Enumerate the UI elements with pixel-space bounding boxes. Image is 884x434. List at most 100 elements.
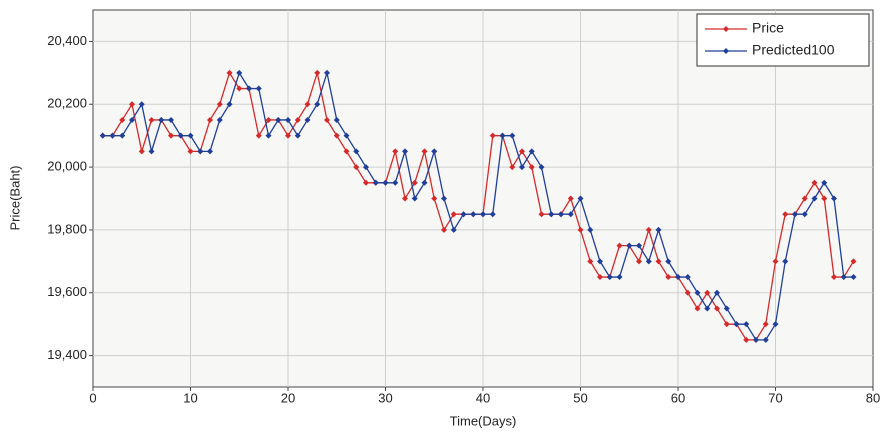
data-point [148, 148, 155, 155]
data-point [421, 179, 428, 186]
x-axis-label: Time(Days) [450, 413, 517, 428]
x-tick-label: 70 [768, 390, 782, 405]
data-point [723, 321, 730, 328]
data-point [226, 69, 233, 76]
data-point [636, 258, 642, 265]
data-point [675, 274, 681, 281]
y-tick-label: 20,200 [47, 96, 87, 111]
data-point [831, 195, 837, 202]
data-point [177, 132, 184, 139]
data-point [450, 226, 457, 233]
data-point [782, 211, 789, 218]
data-point [684, 289, 691, 296]
data-point [840, 274, 847, 281]
data-point [402, 148, 408, 155]
data-point [109, 132, 116, 139]
data-point [353, 164, 360, 171]
legend-marker [723, 26, 729, 32]
x-tick-label: 20 [281, 390, 295, 405]
data-point [255, 132, 262, 139]
data-point [519, 148, 525, 155]
data-point [665, 274, 672, 281]
data-point [704, 289, 711, 296]
data-point [226, 101, 233, 108]
data-point [772, 258, 779, 265]
y-tick-label: 19,400 [47, 347, 87, 362]
data-point [392, 148, 399, 155]
data-point [850, 274, 857, 281]
data-point [119, 132, 126, 139]
data-point [567, 195, 574, 202]
x-tick-label: 60 [671, 390, 685, 405]
data-point [597, 274, 603, 281]
data-point [207, 116, 213, 123]
data-point [411, 195, 418, 202]
data-point [821, 195, 828, 202]
y-tick-label: 19,800 [47, 221, 87, 236]
data-point [577, 226, 584, 233]
data-point [792, 211, 798, 218]
data-point [606, 274, 613, 281]
data-point [343, 148, 350, 155]
data-point [187, 148, 194, 155]
data-point [285, 132, 291, 139]
data-point [431, 195, 438, 202]
data-point [714, 305, 720, 312]
data-point [294, 116, 301, 123]
data-point [304, 116, 311, 123]
data-point [207, 148, 213, 155]
data-point [762, 336, 769, 343]
data-point [509, 132, 516, 139]
series-line [102, 71, 854, 341]
y-axis-label: Price(Baht) [7, 165, 22, 230]
data-point [655, 226, 662, 233]
data-point [645, 226, 652, 233]
x-tick-label: 40 [476, 390, 490, 405]
data-point [538, 164, 545, 171]
data-point [363, 164, 369, 171]
data-point [694, 289, 701, 296]
data-point [255, 85, 262, 92]
data-point [743, 336, 750, 343]
data-point [665, 258, 672, 265]
data-point [99, 132, 106, 139]
data-point [850, 258, 857, 265]
data-point [655, 258, 662, 265]
data-point [187, 132, 194, 139]
data-point [743, 321, 750, 328]
data-point [762, 321, 769, 328]
y-tick-label: 20,000 [47, 159, 87, 174]
data-point [363, 179, 369, 186]
data-point [138, 148, 145, 155]
x-tick-label: 30 [378, 390, 392, 405]
data-point [402, 195, 408, 202]
data-point [733, 321, 740, 328]
data-point [587, 226, 594, 233]
data-point [236, 69, 243, 76]
data-point [480, 211, 486, 218]
data-point [616, 274, 623, 281]
data-point [616, 242, 623, 249]
legend-label: Price [752, 20, 784, 36]
data-point [460, 211, 467, 218]
data-point [197, 148, 204, 155]
data-point [343, 132, 350, 139]
data-point [168, 116, 174, 123]
data-point [782, 258, 789, 265]
data-point [411, 179, 418, 186]
data-point [324, 116, 330, 123]
data-point [626, 242, 633, 249]
data-point [694, 305, 701, 312]
data-point [236, 85, 243, 92]
data-point [489, 132, 496, 139]
data-point [265, 132, 272, 139]
data-point [138, 101, 145, 108]
data-point [704, 305, 711, 312]
data-point [382, 179, 389, 186]
data-point [538, 211, 545, 218]
y-tick-label: 20,400 [47, 33, 87, 48]
data-point [509, 164, 516, 171]
data-point [431, 148, 438, 155]
data-point [528, 148, 535, 155]
